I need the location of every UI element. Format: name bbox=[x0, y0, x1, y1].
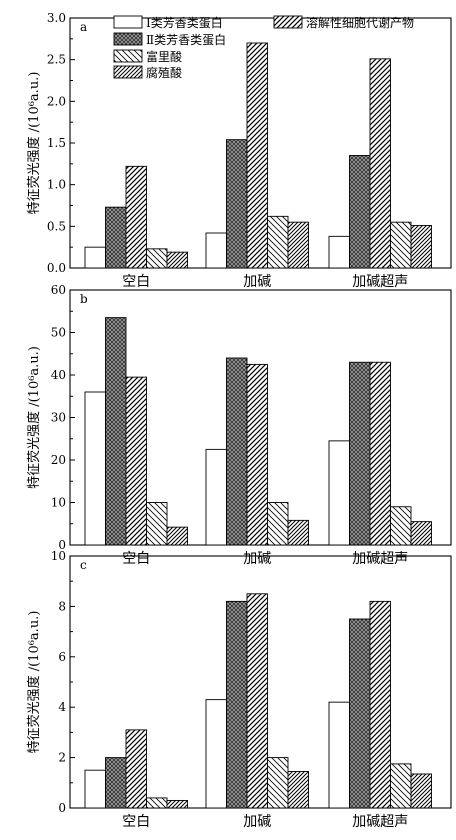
legend-label: 腐殖酸 bbox=[146, 65, 182, 80]
bar-b-2-2 bbox=[369, 361, 391, 546]
category-label: 空白 bbox=[122, 814, 150, 830]
y-tick-label: 50 bbox=[51, 326, 66, 340]
bar-c-2-1 bbox=[349, 618, 371, 809]
y-axis-label: 特征荧光强度 /(10⁶a.u.) bbox=[26, 346, 42, 489]
bar-a-2-4 bbox=[410, 225, 432, 269]
legend-label: 富里酸 bbox=[146, 49, 182, 64]
bar-b-0-4 bbox=[166, 526, 188, 546]
y-tick-label: 0.5 bbox=[47, 219, 66, 233]
panel-letter: a bbox=[80, 20, 87, 34]
legend-swatch bbox=[113, 49, 143, 63]
y-tick-label: 8 bbox=[58, 599, 66, 613]
bar-c-2-2 bbox=[369, 600, 391, 809]
bar-b-1-0 bbox=[205, 448, 227, 546]
legend-label: Ⅱ类芳香类蛋白 bbox=[146, 32, 226, 47]
y-tick-label: 2.5 bbox=[47, 53, 66, 67]
bar-a-2-0 bbox=[328, 235, 350, 269]
bar-b-2-3 bbox=[390, 506, 412, 546]
y-tick-label: 2.0 bbox=[47, 94, 66, 108]
bar-a-1-2 bbox=[246, 42, 268, 269]
bar-b-2-1 bbox=[349, 361, 371, 546]
category-label: 加碱超声 bbox=[352, 274, 408, 290]
bar-b-1-3 bbox=[267, 502, 289, 546]
y-tick-label: 0.0 bbox=[47, 261, 66, 275]
bar-c-1-0 bbox=[205, 699, 227, 809]
bar-a-2-1 bbox=[349, 155, 371, 269]
bar-c-1-3 bbox=[267, 757, 289, 809]
bar-b-2-0 bbox=[328, 440, 350, 546]
legend-swatch bbox=[113, 65, 143, 79]
bar-c-2-0 bbox=[328, 701, 350, 809]
category-label: 空白 bbox=[122, 551, 150, 567]
bar-a-0-1 bbox=[105, 206, 127, 269]
category-label: 空白 bbox=[122, 274, 150, 290]
bar-b-0-2 bbox=[125, 376, 147, 546]
category-label: 加碱 bbox=[243, 274, 271, 290]
y-tick-label: 30 bbox=[51, 411, 66, 425]
bar-a-2-2 bbox=[369, 58, 391, 269]
bar-c-1-4 bbox=[287, 771, 309, 809]
bar-b-1-4 bbox=[287, 519, 309, 546]
category-label: 加碱超声 bbox=[352, 814, 408, 830]
bar-a-1-4 bbox=[287, 221, 309, 269]
category-label: 加碱 bbox=[243, 814, 271, 830]
y-tick-label: 2 bbox=[58, 751, 66, 765]
bar-c-0-4 bbox=[166, 799, 188, 809]
y-tick-label: 1.5 bbox=[47, 136, 66, 150]
y-tick-label: 40 bbox=[51, 368, 66, 382]
y-tick-label: 60 bbox=[51, 283, 66, 297]
y-tick-label: 10 bbox=[51, 496, 66, 510]
bar-a-1-1 bbox=[226, 139, 248, 269]
bar-c-2-3 bbox=[390, 763, 412, 809]
bar-c-1-1 bbox=[226, 600, 248, 809]
bar-c-0-3 bbox=[146, 797, 168, 809]
legend-swatch bbox=[113, 32, 143, 46]
legend-label: 溶解性细胞代谢产物 bbox=[306, 15, 414, 30]
y-tick-label: 3.0 bbox=[47, 11, 66, 25]
bar-c-0-2 bbox=[125, 729, 147, 809]
y-tick-label: 4 bbox=[58, 700, 66, 714]
bar-c-1-2 bbox=[246, 593, 268, 809]
legend-label: Ⅰ类芳香类蛋白 bbox=[146, 15, 223, 30]
y-axis-label: 特征荧光强度 /(10⁶a.u.) bbox=[26, 611, 42, 754]
bar-a-0-4 bbox=[166, 251, 188, 269]
y-tick-label: 10 bbox=[51, 549, 66, 563]
bar-c-2-4 bbox=[410, 773, 432, 809]
y-tick-label: 1.0 bbox=[47, 178, 66, 192]
bar-c-0-1 bbox=[105, 757, 127, 809]
y-tick-label: 20 bbox=[51, 453, 66, 467]
y-tick-label: 0 bbox=[58, 538, 66, 552]
category-label: 加碱超声 bbox=[352, 551, 408, 567]
legend-swatch bbox=[113, 15, 143, 29]
y-tick-label: 6 bbox=[58, 650, 66, 664]
panel-letter: b bbox=[80, 292, 88, 306]
bar-b-0-3 bbox=[146, 502, 168, 546]
bar-a-1-0 bbox=[205, 232, 227, 269]
panel-letter: c bbox=[80, 558, 87, 572]
bar-b-2-4 bbox=[410, 521, 432, 546]
bar-a-0-3 bbox=[146, 248, 168, 269]
bar-a-2-3 bbox=[390, 221, 412, 269]
bar-b-1-2 bbox=[246, 363, 268, 546]
category-label: 加碱 bbox=[243, 551, 271, 567]
y-tick-label: 0 bbox=[58, 801, 66, 815]
bar-b-1-1 bbox=[226, 357, 248, 546]
bar-a-1-3 bbox=[267, 215, 289, 269]
bar-c-0-0 bbox=[84, 769, 106, 809]
bar-b-0-1 bbox=[105, 317, 127, 546]
legend-swatch bbox=[273, 15, 303, 29]
panel-a: 0.0 0.5 1.0 1.5 2.0 2.5 3.0 a 空白 加碱 加碱超声 特征荧光强度 /(1… bbox=[26, 11, 452, 290]
bar-a-0-2 bbox=[125, 165, 147, 269]
y-axis-label: 特征荧光强度 /(10⁶a.u.) bbox=[26, 72, 42, 215]
bar-b-0-0 bbox=[84, 391, 106, 546]
bar-a-0-0 bbox=[84, 246, 106, 269]
